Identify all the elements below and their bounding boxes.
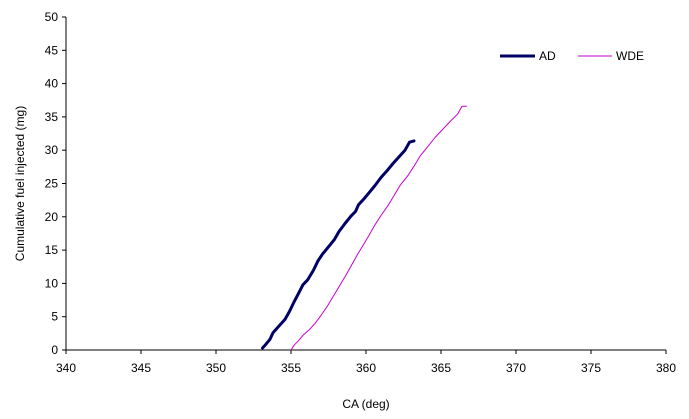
x-tick-label: 350 [206,361,226,375]
y-tick-label: 15 [45,243,59,257]
y-tick-label: 20 [45,210,59,224]
legend-label-ad: AD [539,49,556,63]
y-tick-label: 50 [45,10,59,24]
y-tick-label: 25 [45,177,59,191]
y-axis-title: Cumulative fuel injected (mg) [13,106,27,261]
y-tick-label: 30 [45,143,59,157]
series-group [261,105,467,351]
x-tick-label: 360 [356,361,376,375]
x-tick-label: 380 [656,361,676,375]
legend-label-wde: WDE [616,49,644,63]
x-tick-label: 365 [431,361,451,375]
x-tick-label: 375 [581,361,601,375]
series-line-wde [290,105,467,351]
x-tick-label: 370 [506,361,526,375]
x-tick-label: 340 [56,361,76,375]
x-tick-label: 355 [281,361,301,375]
y-tick-label: 40 [45,77,59,91]
y-tick-label: 10 [45,276,59,290]
y-tick-label: 5 [51,310,58,324]
y-tick-label: 0 [51,343,58,357]
x-tick-label: 345 [131,361,151,375]
y-axis: 0 5 10 15 20 25 30 35 40 45 50 [45,10,67,357]
legend: AD WDE [500,49,644,63]
y-tick-label: 45 [45,43,59,57]
y-tick-label: 35 [45,110,59,124]
series-line-ad [261,139,416,350]
x-axis: 340 345 350 355 360 365 370 375 380 [56,349,676,375]
x-axis-title: CA (deg) [342,397,389,411]
